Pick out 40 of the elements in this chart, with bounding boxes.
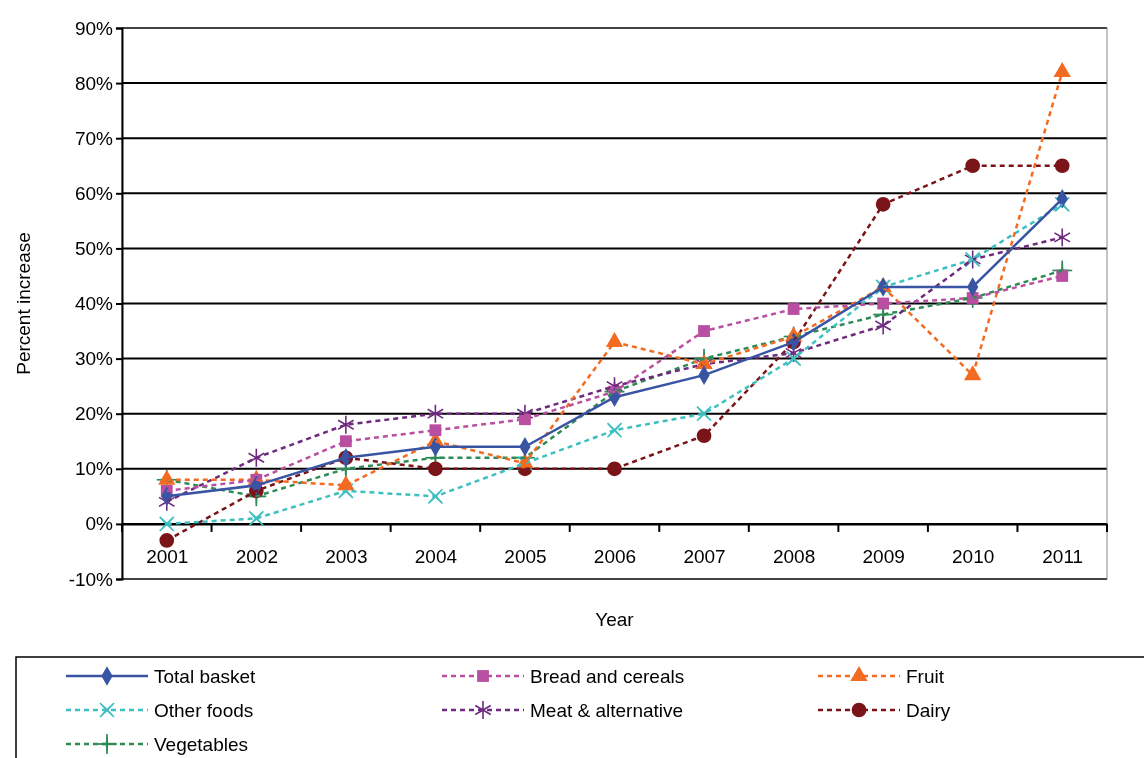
- x-tick-label: 2005: [504, 546, 547, 568]
- y-tick-label: 70%: [74, 127, 114, 149]
- point: [248, 510, 264, 526]
- point: [337, 415, 355, 434]
- y-tick-label: 50%: [74, 237, 114, 259]
- y-tick-label: 40%: [74, 293, 114, 315]
- x-tick-label: 2002: [235, 546, 278, 568]
- x-tick-label: 2008: [772, 546, 816, 568]
- y-tick-label: 10%: [74, 458, 114, 480]
- x-tick-label: 2010: [952, 546, 995, 568]
- legend-label: Other foods: [154, 700, 254, 721]
- point: [1054, 228, 1071, 247]
- y-tick-label: 30%: [74, 348, 114, 370]
- y-tick-label: 0%: [85, 513, 114, 535]
- point: [427, 488, 444, 504]
- x-tick-label: 2003: [325, 546, 368, 568]
- point: [874, 316, 892, 335]
- legend-label: Meat & alternative: [530, 700, 684, 721]
- y-axis-title: Percent increase: [13, 232, 34, 375]
- y-tick-label: 90%: [74, 17, 114, 39]
- x-axis-title: Year: [595, 609, 635, 630]
- point: [159, 533, 175, 548]
- x-tick-label: 2001: [146, 546, 189, 568]
- x-tick-label: 2007: [683, 546, 726, 568]
- x-tick-label: 2011: [1042, 546, 1084, 568]
- x-tick-label: 2004: [414, 546, 458, 568]
- x-tick-label: 2009: [862, 546, 905, 568]
- y-tick-label: 80%: [74, 72, 114, 94]
- y-tick-label: -10%: [68, 568, 114, 590]
- legend-label: Dairy: [906, 700, 951, 721]
- y-tick-label: 20%: [74, 403, 114, 425]
- point: [698, 325, 710, 337]
- x-tick-label: 2006: [593, 546, 637, 568]
- legend-label: Fruit: [906, 666, 945, 687]
- legend-label: Vegetables: [154, 734, 249, 755]
- point: [1054, 158, 1070, 174]
- legend-label: Total basket: [154, 666, 257, 687]
- point: [159, 516, 175, 532]
- y-tick-label: 60%: [74, 182, 114, 204]
- legend-label: Bread and cereals: [530, 666, 685, 687]
